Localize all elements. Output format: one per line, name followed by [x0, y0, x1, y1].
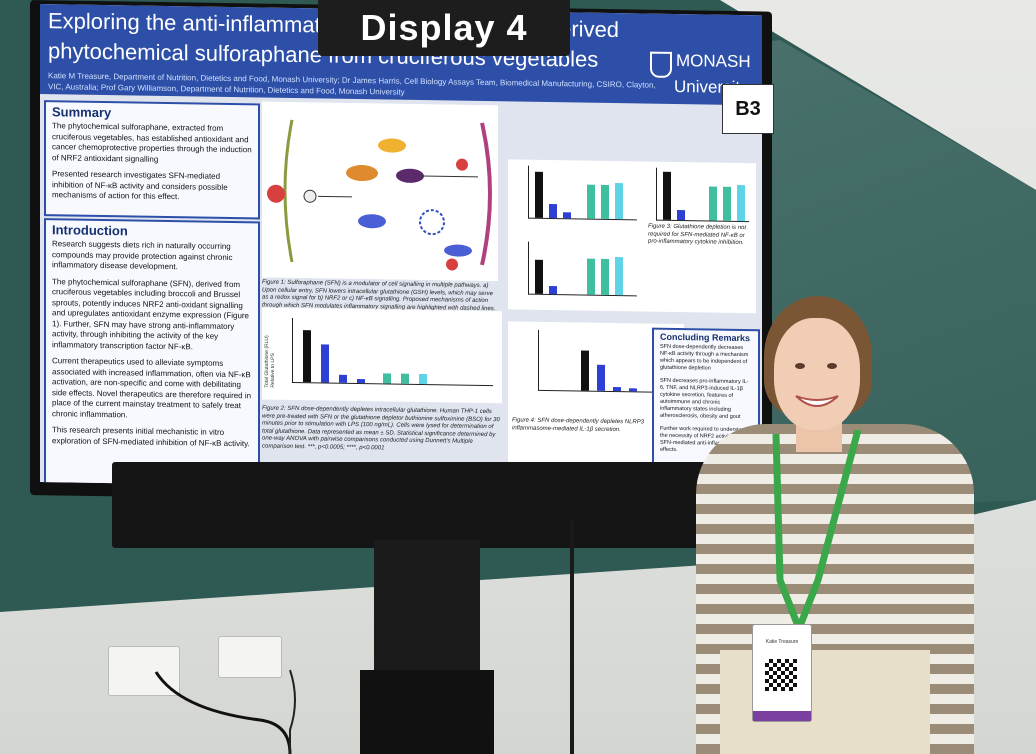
figure2-caption: Figure 2: SFN dose-dependently depletes …: [262, 405, 500, 451]
introduction-p3: Current therapeutics used to alleviate s…: [52, 356, 252, 419]
figure3-chart-c: [528, 241, 637, 297]
bar: [723, 186, 731, 221]
bar: [597, 364, 605, 391]
wall-cable: [570, 520, 574, 754]
bar: [629, 388, 637, 392]
lanyard: [772, 430, 862, 628]
figure2-chart: [292, 317, 493, 387]
network-outlet: [218, 636, 282, 678]
pathway-diagram: [262, 101, 498, 282]
figure3-chart-b: [656, 167, 749, 223]
poster-authors: Katie M Treasure, Department of Nutritio…: [48, 71, 656, 97]
bar-sfn-25: [339, 374, 347, 383]
tv-stand-base: [360, 670, 494, 754]
figure4-chart: [538, 329, 669, 393]
crest-icon: [650, 51, 672, 78]
bar: [613, 387, 621, 392]
bar-sfn-50: [357, 378, 365, 384]
figure3-panel: Figure 3: Glutathione depletion is not r…: [508, 159, 756, 314]
board-label: B3: [722, 84, 774, 134]
logo-line1: MONASH: [676, 50, 751, 72]
cables: [154, 669, 296, 754]
bar: [615, 257, 623, 296]
power-outlet: [108, 646, 180, 696]
introduction-p4: This research presents initial mechanist…: [52, 425, 250, 448]
bar: [549, 285, 557, 295]
bar-sfn-12-5: [321, 344, 329, 383]
summary-p2: Presented research investigates SFN-medi…: [52, 169, 228, 202]
bar: [535, 259, 543, 294]
bar: [601, 184, 609, 219]
bar: [663, 171, 671, 220]
bar: [601, 258, 609, 295]
bar: [587, 258, 595, 295]
introduction-p1: Research suggests diets rich in naturall…: [52, 239, 233, 272]
figure3-chart-a: [528, 165, 637, 221]
introduction-heading: Introduction: [52, 222, 128, 239]
bar: [581, 350, 589, 391]
bar: [563, 212, 571, 219]
bar-bso-1: [419, 373, 427, 385]
summary-p1: The phytochemical sulforaphane, extracte…: [52, 121, 252, 164]
bar: [737, 184, 745, 222]
bar-lps: [303, 330, 311, 383]
concluding-p1: SFN dose-dependently decreases NF-κB act…: [660, 343, 749, 372]
figure3-caption: Figure 3: Glutathione depletion is not r…: [648, 223, 747, 247]
bar: [615, 183, 623, 220]
bar-bso-0-25: [383, 373, 391, 384]
figure2-panel: Total Glutathione (RLU) Relative to LPS: [262, 307, 502, 404]
tv-screen: Exploring the anti-inflammatory activity…: [40, 4, 762, 494]
qr-code-icon: [765, 659, 797, 691]
introduction-box: Introduction Research suggests diets ric…: [44, 218, 260, 490]
bar: [535, 171, 543, 218]
summary-heading: Summary: [52, 104, 112, 121]
name-badge: Katie Treasure: [752, 624, 812, 722]
display-sign: Display 4: [318, 0, 570, 56]
concluding-heading: Concluding Remarks: [660, 331, 751, 344]
bar: [587, 184, 595, 219]
bar: [677, 210, 685, 221]
introduction-p2: The phytochemical sulforaphane (SFN), de…: [52, 276, 250, 351]
display-sign-text: Display 4: [360, 7, 528, 48]
badge-strip: [753, 711, 811, 721]
bar-bso-0-5: [401, 373, 409, 384]
concluding-p2: SFN decreases pro-inflammatory IL-6, TNF…: [660, 377, 749, 421]
summary-box: Summary The phytochemical sulforaphane, …: [44, 100, 260, 220]
figure2-y-axis-label: Total Glutathione (RLU) Relative to LPS: [264, 335, 276, 388]
person-face: [774, 318, 860, 430]
bar: [549, 203, 557, 219]
face-features: [795, 363, 839, 407]
soundbar: [112, 462, 718, 548]
badge-name: Katie Treasure: [765, 639, 799, 645]
bar: [709, 186, 717, 221]
